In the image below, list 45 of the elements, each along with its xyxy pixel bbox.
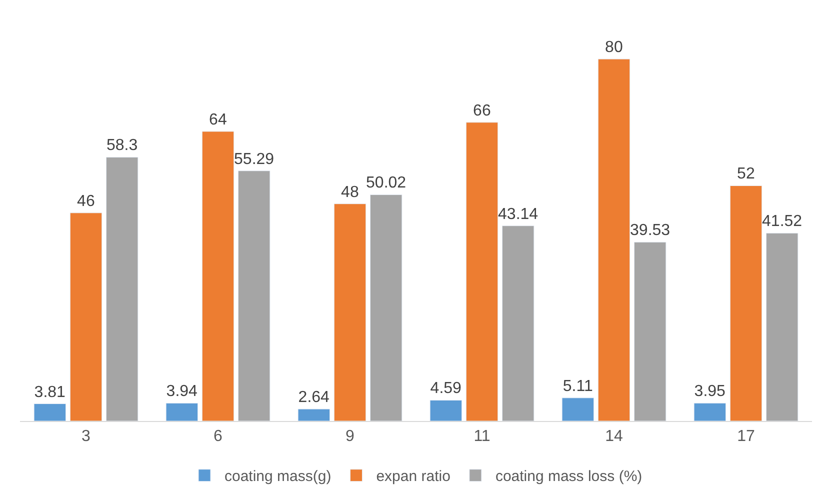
bar xyxy=(202,131,234,421)
data-label: 50.02 xyxy=(366,174,406,192)
x-tick-label: 14 xyxy=(605,428,623,446)
bar xyxy=(634,242,666,421)
data-label: 4.59 xyxy=(430,380,462,398)
bar xyxy=(106,156,138,421)
bar xyxy=(694,402,726,421)
bar xyxy=(298,408,330,421)
bar xyxy=(370,194,402,421)
bar xyxy=(730,185,762,421)
data-label: 46 xyxy=(77,192,95,210)
data-label: 3.94 xyxy=(166,383,198,400)
data-label: 3.81 xyxy=(34,384,66,401)
x-tick-label: 11 xyxy=(474,428,490,446)
data-label: 5.11 xyxy=(562,378,593,395)
data-label: 39.53 xyxy=(630,222,670,240)
bar xyxy=(430,400,462,421)
bar xyxy=(238,170,270,421)
data-label: 55.29 xyxy=(234,150,274,168)
data-label: 48 xyxy=(341,184,359,201)
x-tick-label: 6 xyxy=(214,428,223,446)
bar xyxy=(598,58,630,421)
data-label: 52 xyxy=(737,166,755,183)
x-tick-label: 9 xyxy=(346,428,355,446)
data-label: 3.95 xyxy=(694,383,726,400)
bar xyxy=(334,204,366,421)
bar xyxy=(466,122,498,421)
legend-label: expan ratio xyxy=(376,468,450,486)
legend-label: coating mass(g) xyxy=(224,468,332,486)
bar xyxy=(766,232,798,421)
x-tick-label: 17 xyxy=(737,428,755,446)
legend-label: coating mass loss (%) xyxy=(495,468,642,486)
data-label: 41.52 xyxy=(762,213,802,230)
bar xyxy=(502,226,534,421)
data-label: 2.64 xyxy=(298,389,330,406)
bar xyxy=(34,404,66,421)
data-label: 64 xyxy=(209,111,227,128)
data-label: 58.3 xyxy=(106,137,138,154)
data-label: 43.14 xyxy=(498,206,538,223)
data-label: 80 xyxy=(605,39,623,56)
bar xyxy=(70,212,102,421)
data-label: 66 xyxy=(473,102,491,120)
bar xyxy=(166,402,198,421)
x-tick-label: 3 xyxy=(82,428,91,446)
bar xyxy=(562,398,594,421)
